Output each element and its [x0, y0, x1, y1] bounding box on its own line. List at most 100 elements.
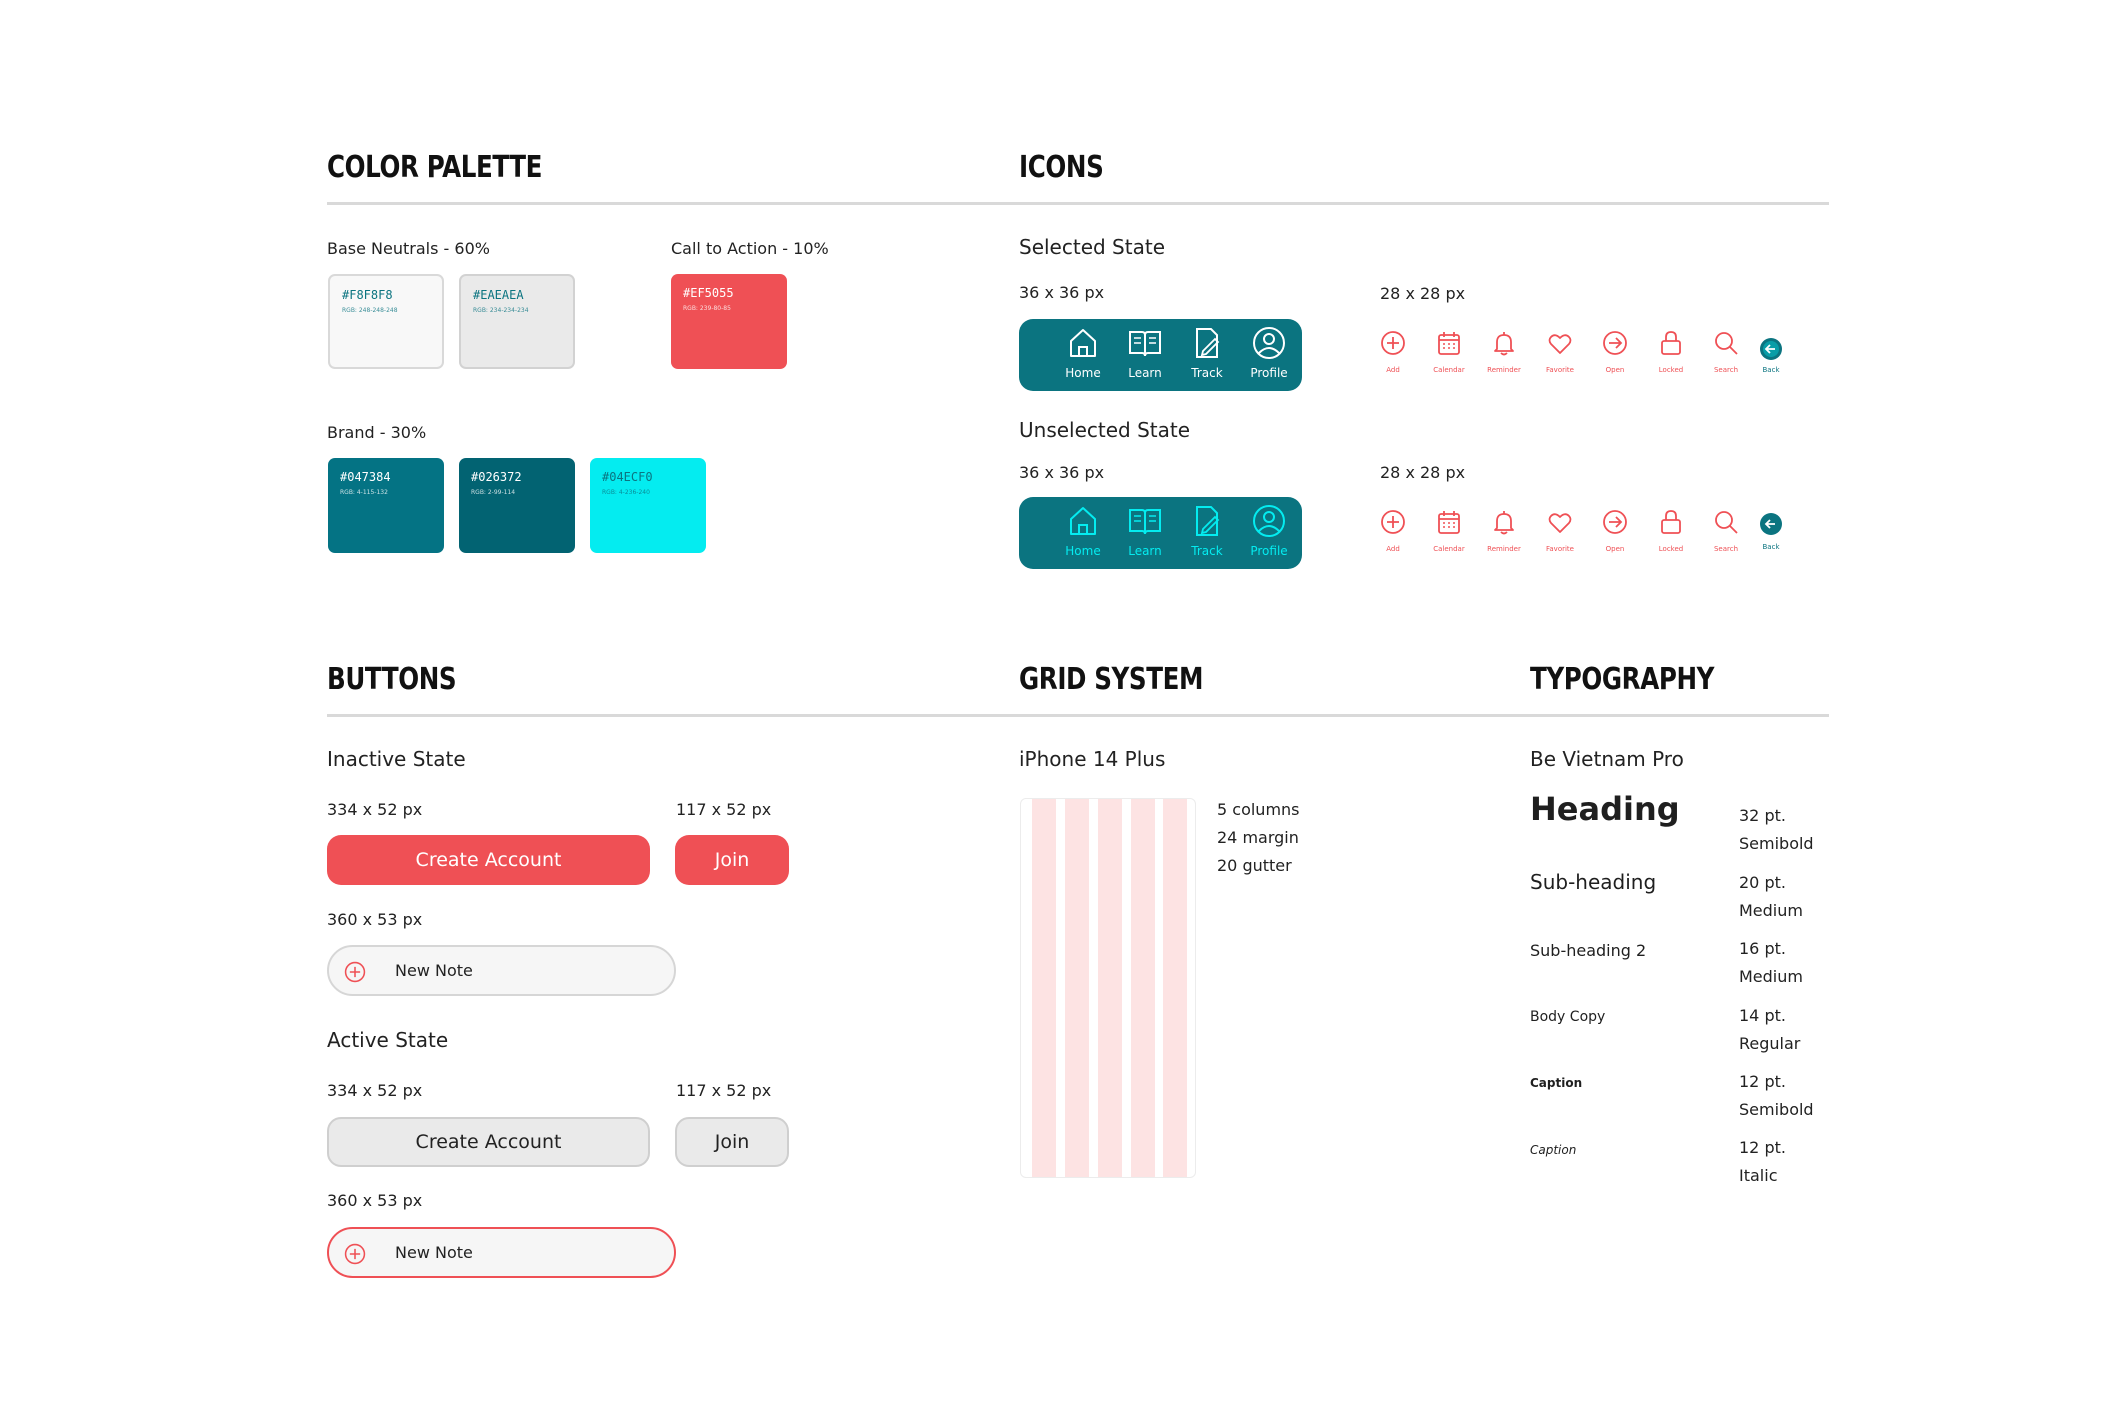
nav-label: Profile [1250, 366, 1288, 380]
swatch-rgb: RGB: 248-248-248 [342, 307, 398, 314]
search-icon [1715, 332, 1738, 355]
join-button[interactable]: Join [675, 1117, 789, 1167]
create-account-button[interactable]: Create Account [327, 835, 650, 885]
icon-locked[interactable]: Locked [1646, 508, 1696, 553]
button-size-label: 360 x 53 px [327, 1191, 423, 1210]
add-icon [1381, 331, 1405, 355]
type-size: 20 pt. [1739, 873, 1786, 892]
nav-label: Learn [1128, 366, 1162, 380]
type-caption-italic: Caption [1530, 1143, 1577, 1157]
icon-back[interactable]: Back [1746, 335, 1796, 374]
icon-open[interactable]: Open [1590, 329, 1640, 374]
icon-calendar[interactable]: Calendar [1424, 508, 1474, 553]
swatch-eaeaea: #EAEAEA RGB: 234-234-234 [459, 274, 575, 369]
type-weight: Regular [1739, 1034, 1801, 1053]
swatch-rgb: RGB: 239-80-85 [683, 305, 731, 312]
swatch-f8f8f8: #F8F8F8 RGB: 248-248-248 [328, 274, 444, 369]
icon-add[interactable]: Add [1368, 329, 1418, 374]
profile-icon [1253, 505, 1285, 537]
type-weight: Medium [1739, 967, 1803, 986]
swatch-rgb: RGB: 4-236-240 [602, 489, 650, 496]
nav-track[interactable]: Track [1179, 325, 1235, 387]
section-title-grid-system: GRID SYSTEM [1019, 662, 1204, 697]
icon-label: Back [1762, 543, 1780, 551]
icon-favorite[interactable]: Favorite [1535, 329, 1585, 374]
icon-label: Reminder [1487, 545, 1521, 553]
selected-state-title: Selected State [1019, 235, 1165, 259]
grid-column [1032, 799, 1056, 1177]
base-neutrals-label: Base Neutrals - 60% [327, 239, 490, 258]
icon-calendar[interactable]: Calendar [1424, 329, 1474, 374]
home-icon [1070, 329, 1096, 357]
type-spec: 12 pt. Italic [1739, 1134, 1786, 1190]
swatch-rgb: RGB: 2-99-114 [471, 489, 516, 496]
type-weight: Semibold [1739, 834, 1814, 853]
lock-icon [1661, 331, 1681, 355]
nav-learn[interactable]: Learn [1117, 325, 1173, 387]
type-body-copy: Body Copy [1530, 1009, 1606, 1025]
nav-profile[interactable]: Profile [1241, 325, 1297, 387]
nav-home[interactable]: Home [1055, 503, 1111, 565]
nav-label: Track [1191, 366, 1223, 380]
icon-reminder[interactable]: Reminder [1479, 329, 1529, 374]
add-icon [1381, 510, 1405, 534]
heart-icon [1548, 334, 1572, 354]
icon-search[interactable]: Search [1701, 508, 1751, 553]
swatch-hex: #047384 [340, 470, 391, 484]
lock-icon [1661, 510, 1681, 534]
nav-bar-selected: Home Learn Track Profile [1019, 319, 1302, 391]
new-note-label: New Note [395, 1243, 473, 1262]
grid-column [1065, 799, 1089, 1177]
type-subheading: Sub-heading [1530, 870, 1657, 894]
icon-label: Favorite [1546, 366, 1574, 374]
grid-column [1098, 799, 1122, 1177]
new-note-button[interactable]: New Note [327, 1227, 676, 1278]
new-note-label: New Note [395, 961, 473, 980]
create-account-button[interactable]: Create Account [327, 1117, 650, 1167]
swatch-hex: #F8F8F8 [342, 288, 393, 302]
heart-icon [1548, 513, 1572, 533]
icon-label: Locked [1658, 366, 1684, 374]
type-size: 32 pt. [1739, 806, 1786, 825]
pen-icon [1196, 506, 1219, 536]
nav-label: Learn [1128, 544, 1162, 558]
nav-track[interactable]: Track [1179, 503, 1235, 565]
icon-open[interactable]: Open [1590, 508, 1640, 553]
grid-margin: 24 margin [1217, 828, 1299, 847]
nav-profile[interactable]: Profile [1241, 503, 1297, 565]
swatch-04ecf0: #04ECF0 RGB: 4-236-240 [590, 458, 706, 553]
calendar-icon [1438, 331, 1460, 355]
icon-back[interactable]: Back [1746, 510, 1796, 551]
nav-home[interactable]: Home [1055, 325, 1111, 387]
divider [327, 714, 1829, 717]
type-size: 12 pt. [1739, 1072, 1786, 1091]
type-size: 14 pt. [1739, 1006, 1786, 1025]
grid-column [1131, 799, 1155, 1177]
icon-label: Calendar [1433, 366, 1465, 374]
icon-search[interactable]: Search [1701, 329, 1751, 374]
nav-size-label: 36 x 36 px [1019, 463, 1105, 482]
button-size-label: 117 x 52 px [676, 800, 772, 819]
button-size-label: 334 x 52 px [327, 800, 423, 819]
join-button[interactable]: Join [675, 835, 789, 885]
nav-learn[interactable]: Learn [1117, 503, 1173, 565]
icon-label: Favorite [1546, 545, 1574, 553]
add-icon [344, 961, 366, 983]
icon-add[interactable]: Add [1368, 508, 1418, 553]
button-size-label: 117 x 52 px [676, 1081, 772, 1100]
unselected-state-title: Unselected State [1019, 418, 1191, 442]
button-size-label: 334 x 52 px [327, 1081, 423, 1100]
icon-favorite[interactable]: Favorite [1535, 508, 1585, 553]
section-title-typography: TYPOGRAPHY [1530, 662, 1715, 697]
profile-icon [1253, 327, 1285, 359]
grid-columns: 5 columns [1217, 800, 1300, 819]
swatch-hex: #026372 [471, 470, 522, 484]
swatch-047384: #047384 RGB: 4-115-132 [328, 458, 444, 553]
icon-label: Open [1605, 545, 1625, 553]
section-title-icons: ICONS [1019, 150, 1104, 185]
type-spec: 14 pt. Regular [1739, 1002, 1800, 1058]
swatch-hex: #EAEAEA [473, 288, 524, 302]
new-note-button[interactable]: New Note [327, 945, 676, 996]
icon-locked[interactable]: Locked [1646, 329, 1696, 374]
icon-reminder[interactable]: Reminder [1479, 508, 1529, 553]
